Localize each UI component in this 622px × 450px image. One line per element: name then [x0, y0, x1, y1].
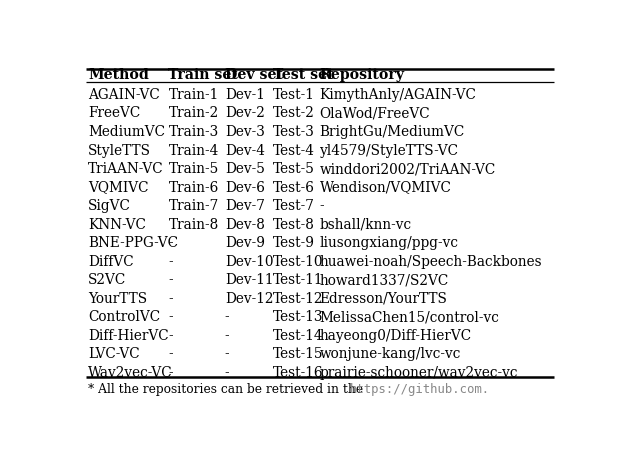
Text: Repository: Repository — [320, 68, 405, 82]
Text: TriAAN-VC: TriAAN-VC — [88, 162, 164, 176]
Text: Train-1: Train-1 — [169, 88, 218, 102]
Text: https://github.com.: https://github.com. — [350, 383, 490, 396]
Text: Test-13: Test-13 — [273, 310, 323, 324]
Text: -: - — [169, 366, 173, 380]
Text: Test-4: Test-4 — [273, 144, 315, 158]
Text: Test-10: Test-10 — [273, 255, 323, 269]
Text: Train set: Train set — [169, 68, 238, 82]
Text: Dev-4: Dev-4 — [225, 144, 265, 158]
Text: Test-12: Test-12 — [273, 292, 323, 306]
Text: Dev-3: Dev-3 — [225, 125, 264, 139]
Text: -: - — [320, 199, 324, 213]
Text: Dev-2: Dev-2 — [225, 106, 264, 121]
Text: Dev-5: Dev-5 — [225, 162, 264, 176]
Text: -: - — [169, 255, 173, 269]
Text: Dev-6: Dev-6 — [225, 180, 264, 194]
Text: DiffVC: DiffVC — [88, 255, 134, 269]
Text: YourTTS: YourTTS — [88, 292, 147, 306]
Text: KimythAnly/AGAIN-VC: KimythAnly/AGAIN-VC — [320, 88, 476, 102]
Text: Test-5: Test-5 — [273, 162, 315, 176]
Text: -: - — [225, 310, 230, 324]
Text: Train-2: Train-2 — [169, 106, 218, 121]
Text: ControlVC: ControlVC — [88, 310, 160, 324]
Text: Dev-10: Dev-10 — [225, 255, 273, 269]
Text: Dev-11: Dev-11 — [225, 273, 273, 287]
Text: huawei-noah/Speech-Backbones: huawei-noah/Speech-Backbones — [320, 255, 542, 269]
Text: -: - — [225, 347, 230, 361]
Text: Dev-12: Dev-12 — [225, 292, 273, 306]
Text: howard1337/S2VC: howard1337/S2VC — [320, 273, 449, 287]
Text: -: - — [169, 273, 173, 287]
Text: BNE-PPG-VC: BNE-PPG-VC — [88, 236, 179, 250]
Text: Test-1: Test-1 — [273, 88, 315, 102]
Text: Train-3: Train-3 — [169, 125, 218, 139]
Text: -: - — [169, 329, 173, 343]
Text: -: - — [169, 236, 173, 250]
Text: Wav2vec-VC: Wav2vec-VC — [88, 366, 173, 380]
Text: Method: Method — [88, 68, 149, 82]
Text: -: - — [169, 292, 173, 306]
Text: Test-3: Test-3 — [273, 125, 315, 139]
Text: winddori2002/TriAAN-VC: winddori2002/TriAAN-VC — [320, 162, 496, 176]
Text: S2VC: S2VC — [88, 273, 127, 287]
Text: KNN-VC: KNN-VC — [88, 218, 146, 232]
Text: Wendison/VQMIVC: Wendison/VQMIVC — [320, 180, 452, 194]
Text: SigVC: SigVC — [88, 199, 131, 213]
Text: BrightGu/MediumVC: BrightGu/MediumVC — [320, 125, 465, 139]
Text: FreeVC: FreeVC — [88, 106, 141, 121]
Text: Dev-1: Dev-1 — [225, 88, 264, 102]
Text: Dev-9: Dev-9 — [225, 236, 265, 250]
Text: Test-7: Test-7 — [273, 199, 315, 213]
Text: Dev set: Dev set — [225, 68, 283, 82]
Text: Dev-7: Dev-7 — [225, 199, 264, 213]
Text: Train-4: Train-4 — [169, 144, 219, 158]
Text: Train-8: Train-8 — [169, 218, 218, 232]
Text: Test-11: Test-11 — [273, 273, 323, 287]
Text: Test-9: Test-9 — [273, 236, 315, 250]
Text: Dev-8: Dev-8 — [225, 218, 264, 232]
Text: wonjune-kang/lvc-vc: wonjune-kang/lvc-vc — [320, 347, 461, 361]
Text: Diff-HierVC: Diff-HierVC — [88, 329, 169, 343]
Text: -: - — [225, 329, 230, 343]
Text: -: - — [169, 310, 173, 324]
Text: hayeong0/Diff-HierVC: hayeong0/Diff-HierVC — [320, 329, 472, 343]
Text: StyleTTS: StyleTTS — [88, 144, 151, 158]
Text: prairie-schooner/wav2vec-vc: prairie-schooner/wav2vec-vc — [320, 366, 518, 380]
Text: yl4579/StyleTTS-VC: yl4579/StyleTTS-VC — [320, 144, 459, 158]
Text: Train-7: Train-7 — [169, 199, 218, 213]
Text: MediumVC: MediumVC — [88, 125, 165, 139]
Text: Test-6: Test-6 — [273, 180, 315, 194]
Text: bshall/knn-vc: bshall/knn-vc — [320, 218, 412, 232]
Text: Train-5: Train-5 — [169, 162, 218, 176]
Text: Test-2: Test-2 — [273, 106, 315, 121]
Text: -: - — [169, 347, 173, 361]
Text: Test-15: Test-15 — [273, 347, 323, 361]
Text: VQMIVC: VQMIVC — [88, 180, 149, 194]
Text: Train-6: Train-6 — [169, 180, 218, 194]
Text: Edresson/YourTTS: Edresson/YourTTS — [320, 292, 448, 306]
Text: MelissaChen15/control-vc: MelissaChen15/control-vc — [320, 310, 499, 324]
Text: Test-16: Test-16 — [273, 366, 323, 380]
Text: liusongxiang/ppg-vc: liusongxiang/ppg-vc — [320, 236, 459, 250]
Text: LVC-VC: LVC-VC — [88, 347, 140, 361]
Text: -: - — [225, 366, 230, 380]
Text: Test set: Test set — [273, 68, 333, 82]
Text: AGAIN-VC: AGAIN-VC — [88, 88, 160, 102]
Text: * All the repositories can be retrieved in the: * All the repositories can be retrieved … — [88, 383, 368, 396]
Text: Test-14: Test-14 — [273, 329, 323, 343]
Text: OlaWod/FreeVC: OlaWod/FreeVC — [320, 106, 430, 121]
Text: Test-8: Test-8 — [273, 218, 315, 232]
